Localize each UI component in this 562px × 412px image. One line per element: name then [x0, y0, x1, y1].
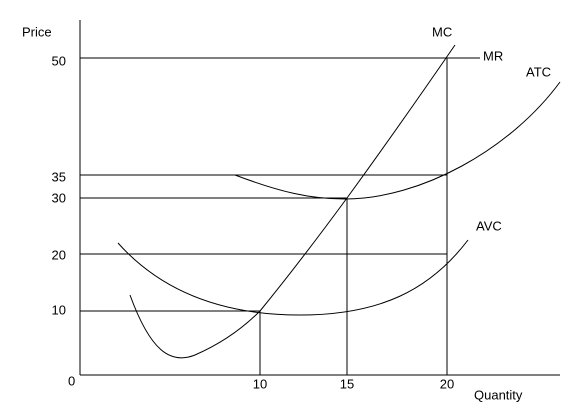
y-tick-label: 35 [52, 169, 66, 184]
y-tick-label: 10 [52, 302, 66, 317]
y-tick-label: 20 [52, 247, 66, 262]
x-tick-label: 10 [253, 376, 267, 391]
avc-curve [117, 239, 469, 316]
x-tick-label: 20 [440, 376, 454, 391]
curve-label: ATC [526, 64, 551, 79]
y-tick-label: 50 [52, 53, 66, 68]
x-tick-label: 15 [340, 376, 354, 391]
curve-label: MC [432, 24, 452, 39]
curve-label: AVC [476, 218, 502, 233]
mc-curve [129, 44, 456, 359]
origin-label: 0 [68, 373, 75, 388]
curve-label: MR [483, 48, 503, 63]
x-axis-label: Quantity [474, 387, 523, 402]
atc-curve [234, 81, 561, 200]
y-tick-label: 30 [52, 190, 66, 205]
y-axis-label: Price [22, 24, 52, 39]
